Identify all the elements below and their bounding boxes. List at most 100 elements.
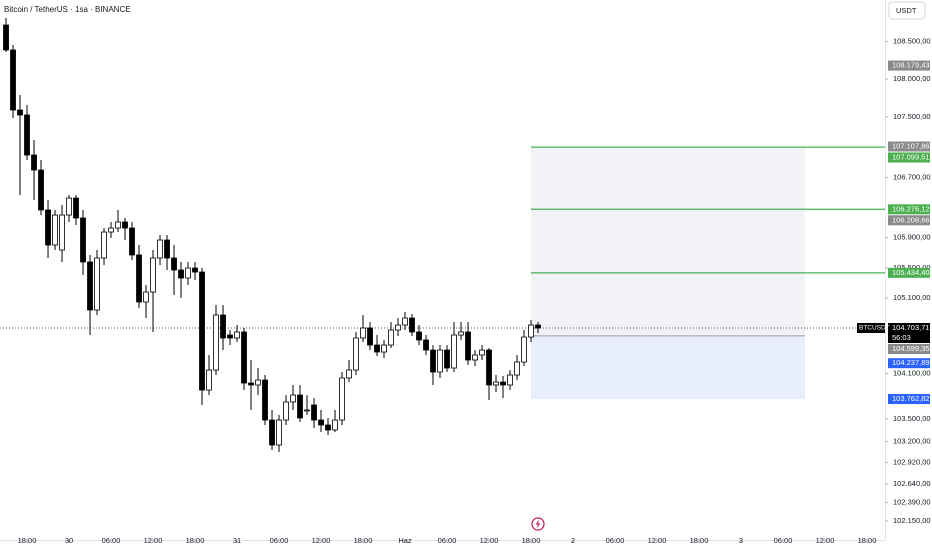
candle-body <box>17 109 23 116</box>
candle-body <box>360 327 366 339</box>
currency-box[interactable] <box>888 1 926 20</box>
candle-body <box>199 271 205 391</box>
candle-body <box>353 337 359 371</box>
candle-body <box>465 331 471 361</box>
loss-zone <box>531 335 805 400</box>
candle-body <box>493 381 499 386</box>
candle-body <box>381 344 387 353</box>
y-tick-label: 102.640,00 <box>893 479 931 488</box>
candle-body <box>234 331 240 339</box>
candle-body <box>164 239 170 259</box>
price-label: 106.208,66 <box>892 215 930 224</box>
candle-body <box>178 269 184 279</box>
candle-body <box>451 334 457 369</box>
candle-body <box>45 209 51 246</box>
x-tick-label: 12:00 <box>816 536 835 545</box>
candle-body <box>339 377 345 421</box>
candle-body <box>10 49 16 111</box>
y-tick-label: 107.500,00 <box>893 112 931 121</box>
candle-body <box>444 349 450 369</box>
candle-body <box>122 221 128 229</box>
candle-body <box>325 424 331 431</box>
candle-body <box>374 344 380 353</box>
candle-body <box>38 169 44 211</box>
price-label: 108.179,43 <box>892 61 930 70</box>
x-tick-label: 3 <box>739 536 743 545</box>
candle-body <box>143 291 149 303</box>
x-tick-label: 06:00 <box>438 536 457 545</box>
price-label: 105.434,40 <box>892 268 930 277</box>
x-tick-label: 12:00 <box>480 536 499 545</box>
candle-body <box>157 239 163 259</box>
x-tick-label: 12:00 <box>144 536 163 545</box>
candle-body <box>507 374 513 386</box>
candle-body <box>101 231 107 259</box>
candle-body <box>24 114 30 156</box>
price-label-bg <box>888 141 930 152</box>
candle-body <box>52 214 58 246</box>
candle-body <box>304 409 310 412</box>
price-label-bg <box>888 60 930 71</box>
y-tick-label: 106.700,00 <box>893 172 931 181</box>
candle-body <box>241 331 247 384</box>
x-tick-label: 06:00 <box>270 536 289 545</box>
candle-body <box>290 394 296 403</box>
candle-body <box>262 379 268 421</box>
y-tick-label: 108.000,00 <box>893 74 931 83</box>
x-tick-label: 18:00 <box>522 536 541 545</box>
x-tick-label: 31 <box>233 536 241 545</box>
price-label: 107.107,86 <box>892 141 930 150</box>
candle-body <box>346 369 352 379</box>
candle-body <box>213 314 219 371</box>
candle-body <box>528 324 534 338</box>
candle-body <box>108 227 114 233</box>
price-label-bg <box>888 323 930 344</box>
candle-body <box>80 217 86 263</box>
y-tick-label: 105.500,00 <box>893 263 931 272</box>
candle-body <box>500 381 506 386</box>
y-tick-label: 108.500,00 <box>893 36 931 45</box>
x-tick-label: 06:00 <box>606 536 625 545</box>
candle-body <box>437 349 443 373</box>
candle-body <box>283 401 289 421</box>
icon-circle <box>531 517 545 531</box>
candle-body <box>388 329 394 346</box>
x-tick-label: 18:00 <box>18 536 37 545</box>
price-label: 104.599,35 <box>892 344 930 353</box>
position-zones <box>0 146 885 400</box>
plot <box>3 17 541 453</box>
candle-body <box>367 327 373 346</box>
x-tick-label: 18:00 <box>186 536 205 545</box>
price-label-bg <box>888 394 930 405</box>
candle-body <box>255 379 261 386</box>
candle-body <box>115 221 121 229</box>
candle-body <box>458 331 464 336</box>
candle-body <box>220 314 226 339</box>
price-label-bg <box>888 267 930 278</box>
icon-bolt <box>535 519 541 529</box>
candle-body <box>402 317 408 326</box>
candle-body <box>332 419 338 431</box>
x-tick-label: 2 <box>571 536 575 545</box>
candle-body <box>248 382 254 386</box>
candle-body <box>276 419 282 446</box>
countdown: 56:03 <box>892 333 911 342</box>
lightning-icon[interactable] <box>531 517 545 531</box>
price-label-bg <box>888 204 930 215</box>
x-tick-label: Haz <box>398 536 412 545</box>
candle-body <box>486 349 492 386</box>
candle-body <box>66 197 72 216</box>
candle-body <box>514 361 520 376</box>
candle-body <box>318 419 324 426</box>
candle-body <box>59 214 65 251</box>
candle-body <box>94 257 100 311</box>
candle-body <box>395 324 401 331</box>
profit-zone <box>531 147 805 336</box>
y-tick-label: 102.390,00 <box>893 498 931 507</box>
candle-body <box>150 257 156 293</box>
y-tick-label: 102.150,00 <box>893 516 931 525</box>
price-label: 107.099,51 <box>892 152 930 161</box>
candle-body <box>535 324 541 329</box>
